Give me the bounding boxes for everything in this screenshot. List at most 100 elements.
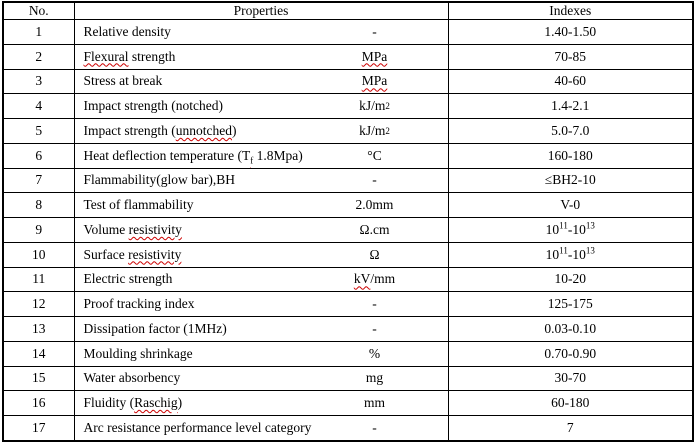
index-value-cell: 60-180 [447, 390, 694, 416]
property-name: Impact strength (notched) [84, 98, 223, 114]
row-number-cell: 4 [2, 93, 75, 119]
property-cell: Test of flammability 2.0mm [73, 192, 449, 218]
property-cell: Surface resistivity Ω [73, 241, 449, 268]
row-number-cell: 1 [2, 19, 75, 45]
table-row: 13 Dissipation factor (1MHz) - 0.03-0.10 [2, 316, 694, 342]
text-segment: Flammability(glow bar),BH [83, 172, 235, 188]
text-segment: kJ/m [359, 122, 386, 138]
property-name: Surface resistivity [84, 247, 182, 263]
property-name: Electric strength [84, 271, 173, 287]
row-number-cell: 14 [2, 340, 75, 367]
property-cell: Arc resistance performance level categor… [73, 415, 449, 442]
text-segment: 30-70 [554, 370, 587, 386]
text-segment: ) [231, 122, 237, 138]
text-segment: 60-180 [551, 395, 590, 411]
text-segment: 0.70-0.90 [544, 345, 597, 361]
text-segment: /mm [370, 271, 396, 287]
header-no: No. [2, 1, 75, 20]
text-segment: 10 [545, 246, 560, 262]
table-row: 2 Flexural strength MPa 70-85 [2, 43, 694, 70]
table-row: 17 Arc resistance performance level cate… [2, 415, 694, 442]
row-number-cell: 6 [2, 142, 75, 169]
table-row: 9 Volume resistivity Ω.cm 1011-1013 [2, 217, 694, 243]
property-name: Flammability(glow bar),BH [84, 172, 235, 188]
text-segment: Volume [83, 221, 129, 237]
property-name: Arc resistance performance level categor… [84, 420, 312, 436]
text-segment: Ω [369, 246, 380, 262]
property-cell: Heat deflection temperature (Tf 1.8Mpa) … [73, 142, 449, 169]
property-cell: Volume resistivity Ω.cm [73, 217, 449, 243]
table-row: 12 Proof tracking index - 125-175 [2, 291, 694, 317]
table-row: 15 Water absorbency mg 30-70 [2, 365, 694, 392]
table-header: No. Properties Indexes [2, 1, 694, 20]
table-row: 8 Test of flammability 2.0mm V-0 [2, 192, 694, 218]
text-segment: 125-175 [547, 296, 593, 312]
text-segment: - [372, 296, 377, 312]
property-unit: - [300, 317, 448, 340]
table-body: 1 Relative density - 1.40-1.50 2 Flexura… [2, 19, 694, 442]
text-segment: Proof tracking index [83, 296, 195, 312]
property-cell: Flexural strength MPa [73, 43, 449, 70]
text-segment: 2.0mm [355, 197, 394, 213]
property-name: Stress at break [84, 73, 163, 89]
property-cell: Electric strength kV/mm [73, 266, 449, 293]
text-segment: 10 [545, 221, 560, 237]
index-value-cell: 40-60 [447, 68, 694, 95]
text-segment: 11 [559, 245, 568, 256]
text-segment: kJ/m [359, 98, 386, 114]
property-unit: MPa [300, 70, 448, 93]
text-segment: Surface [83, 246, 129, 262]
text-segment: Dissipation factor (1MHz) [83, 320, 227, 336]
property-name: Test of flammability [84, 197, 194, 213]
property-name: Impact strength (unnotched) [84, 123, 237, 139]
property-unit: - [300, 20, 448, 43]
text-segment: strength [128, 48, 176, 64]
text-segment: 5.0-7.0 [551, 122, 590, 138]
row-number-cell: 13 [2, 316, 75, 342]
text-segment: Ω.cm [359, 221, 390, 237]
property-unit: kV/mm [300, 268, 448, 291]
property-unit: - [300, 169, 448, 192]
text-segment: 160-180 [547, 147, 593, 163]
table-row: 1 Relative density - 1.40-1.50 [2, 19, 694, 45]
property-cell: Dissipation factor (1MHz) - [73, 316, 449, 342]
text-segment: Relative density [83, 23, 171, 39]
property-name: Fluidity (Raschig) [84, 395, 183, 411]
text-segment: 7 [566, 420, 574, 435]
property-cell: Flammability(glow bar),BH - [73, 167, 449, 194]
text-segment: resistivity [128, 246, 182, 262]
text-segment: Raschig [134, 395, 178, 411]
table-row: 7 Flammability(glow bar),BH - ≤BH2-10 [2, 167, 694, 194]
index-value-cell: 30-70 [447, 365, 694, 392]
row-number-cell: 16 [2, 390, 75, 416]
text-segment: mm [363, 395, 385, 411]
property-name: Dissipation factor (1MHz) [84, 321, 227, 337]
index-value-cell: 0.03-0.10 [447, 316, 694, 342]
text-segment: kV [353, 271, 371, 287]
row-number-cell: 17 [2, 415, 75, 442]
index-value-cell: 7 [447, 415, 694, 442]
index-value-cell: 125-175 [447, 291, 694, 317]
index-value-cell: 1011-1013 [447, 217, 694, 243]
text-segment: 11 [559, 220, 568, 231]
text-segment: 13 [585, 220, 595, 231]
table-row: 16 Fluidity (Raschig) mm 60-180 [2, 390, 694, 416]
text-segment: 0.03-0.10 [544, 320, 597, 336]
table-row: 14 Moulding shrinkage % 0.70-0.90 [2, 340, 694, 367]
property-unit: Ω.cm [300, 218, 448, 241]
text-segment: - [372, 420, 377, 435]
row-number-cell: 5 [2, 118, 75, 144]
text-segment: 10-20 [554, 271, 587, 287]
text-segment: f [250, 155, 254, 166]
property-unit: - [300, 293, 448, 316]
property-name: Water absorbency [84, 370, 181, 386]
text-segment: ≤BH2-10 [544, 172, 596, 188]
row-number-cell: 8 [2, 192, 75, 218]
property-cell: Proof tracking index - [73, 291, 449, 317]
index-value-cell: 10-20 [447, 266, 694, 293]
text-segment: Moulding shrinkage [83, 345, 193, 361]
index-value-cell: 1.4-2.1 [447, 93, 694, 119]
text-segment: -10 [567, 246, 586, 262]
text-segment: unnotched [175, 122, 232, 138]
